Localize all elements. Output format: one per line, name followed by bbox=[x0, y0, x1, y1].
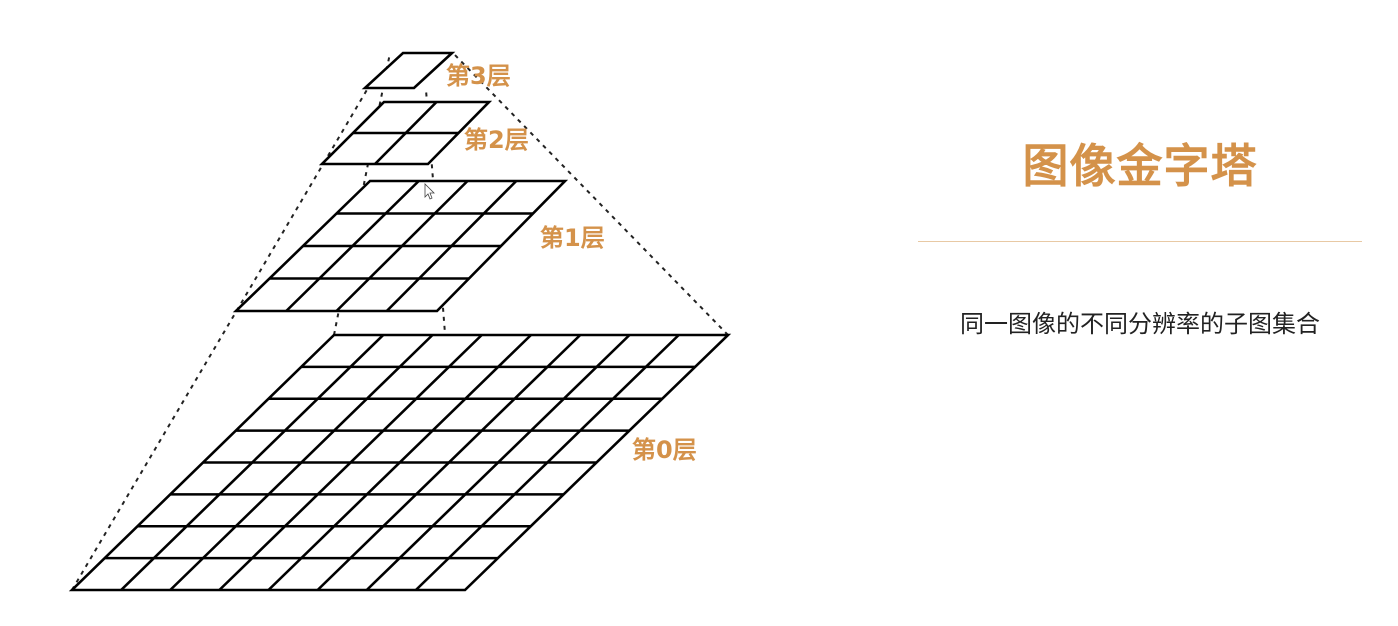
grid-line bbox=[385, 180, 518, 312]
grid-line bbox=[316, 334, 582, 591]
mouse-cursor-icon bbox=[424, 183, 435, 200]
grid-line bbox=[414, 334, 680, 591]
slide-subtitle: 同一图像的不同分辨率的子图集合 bbox=[960, 310, 1320, 338]
grid-line bbox=[335, 180, 469, 312]
layer-1-grid bbox=[232, 179, 569, 313]
title-divider bbox=[918, 241, 1362, 242]
grid-line bbox=[365, 334, 631, 591]
layer-3-grid bbox=[361, 51, 456, 90]
pyramid-edge-line bbox=[71, 87, 369, 591]
pyramid-diagram bbox=[68, 51, 732, 592]
layer-3-label: 第3层 bbox=[446, 62, 511, 90]
layer-0-label: 第0层 bbox=[632, 436, 697, 464]
layer-3-border bbox=[361, 51, 456, 90]
grid-line bbox=[374, 101, 438, 165]
pyramid-edge-line bbox=[451, 51, 729, 336]
layer-0-grid bbox=[68, 333, 732, 592]
layer-1-label: 第1层 bbox=[540, 224, 605, 252]
layer-2-label: 第2层 bbox=[464, 126, 529, 154]
layer-2-grid bbox=[318, 100, 493, 166]
slide-title: 图像金字塔 bbox=[1022, 139, 1258, 193]
grid-line bbox=[267, 334, 532, 591]
